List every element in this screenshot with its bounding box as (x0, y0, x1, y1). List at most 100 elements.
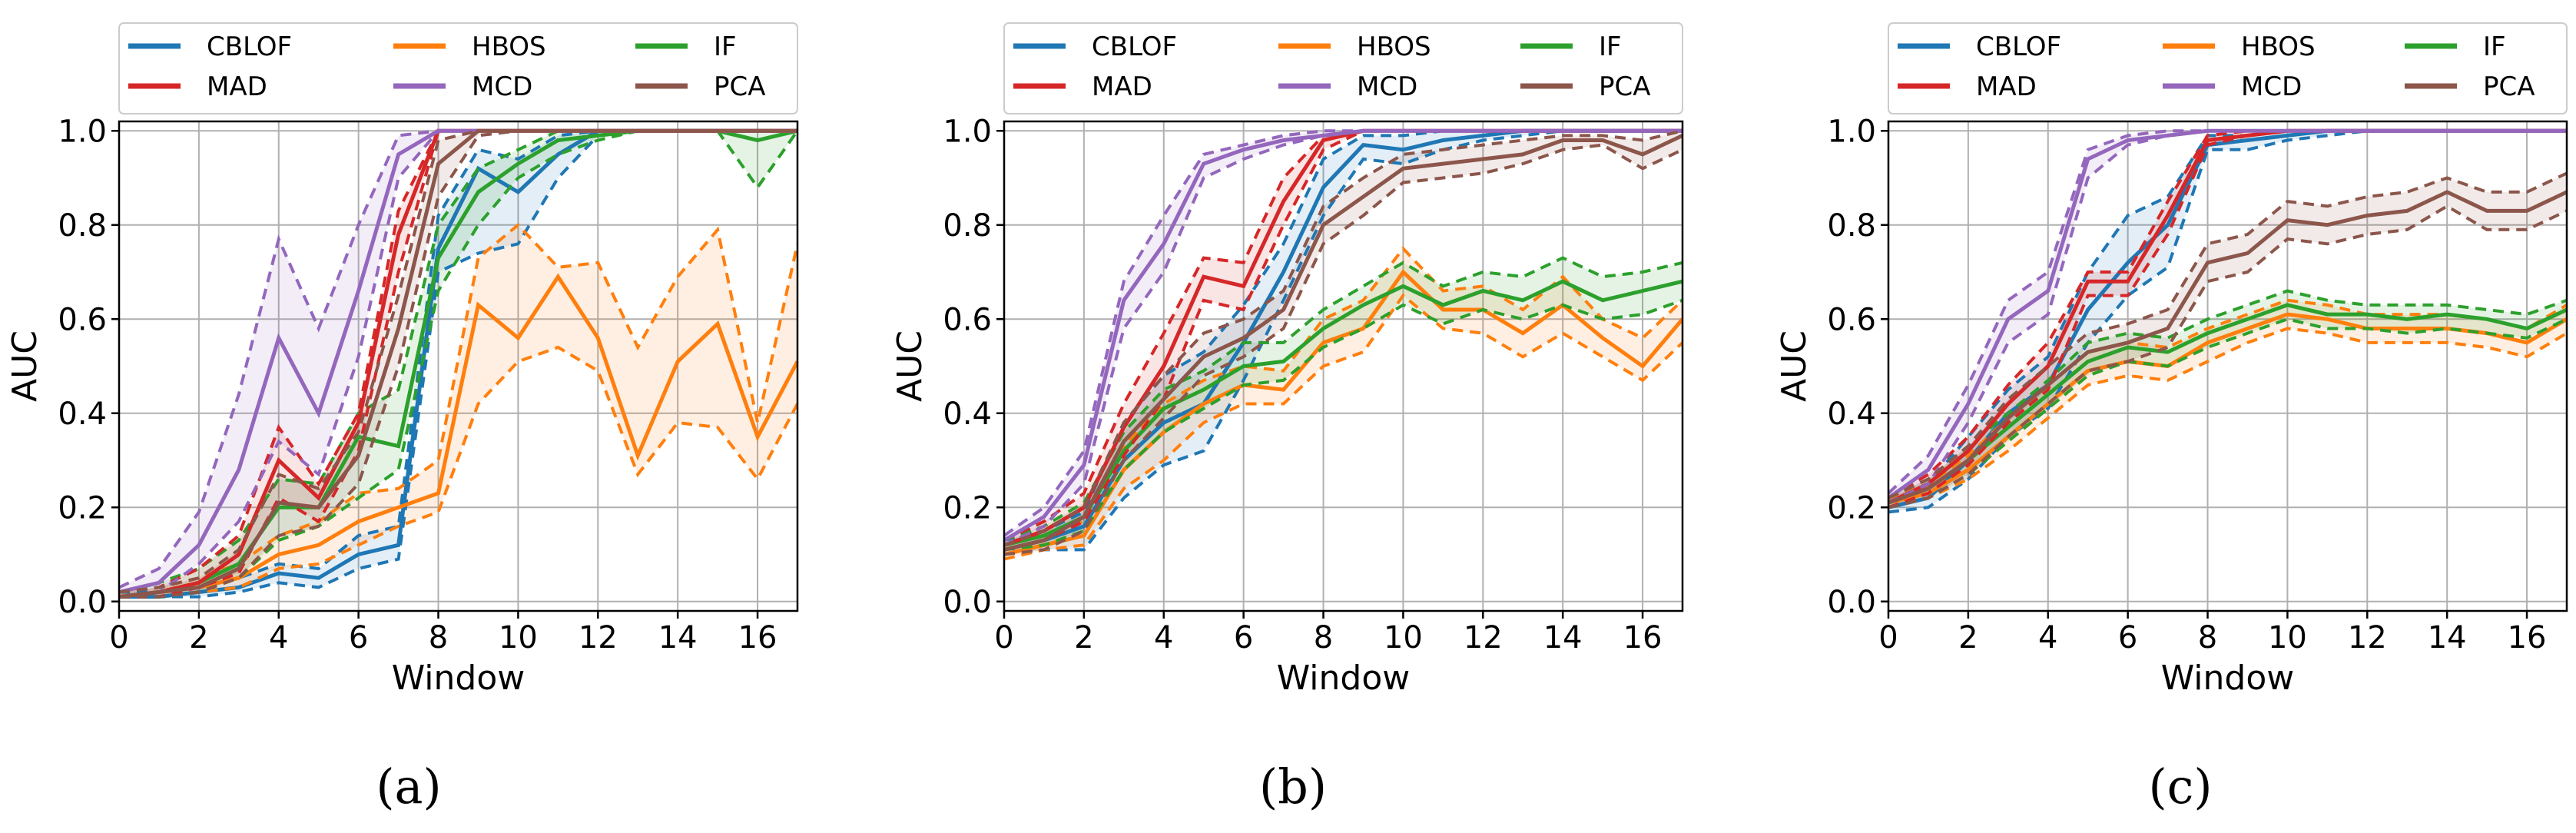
legend-label: HBOS (2241, 32, 2316, 62)
plot-frame (1887, 120, 2568, 612)
legend-item-hbos: HBOS (1278, 32, 1431, 62)
x-tick-label: 2 (1958, 620, 1978, 655)
series-line-mcd (1888, 128, 2567, 500)
legend-label: MAD (1976, 71, 2037, 102)
x-tick-label: 12 (579, 620, 618, 655)
series-line-pca (1888, 190, 2567, 505)
legend-label: CBLOF (1976, 32, 2061, 62)
legend: CBLOF HBOS IF MAD MCD PCA (1888, 22, 2568, 114)
x-axis-label: Window (1277, 659, 1411, 698)
upper-line-pca (1888, 171, 2567, 499)
x-tick-label: 8 (1314, 620, 1333, 655)
upper-line-hbos (1004, 246, 1683, 547)
band-cblof (1004, 131, 1683, 555)
x-tick-label: 16 (738, 620, 777, 655)
upper-line-mcd (1004, 129, 1683, 537)
x-tick-label: 12 (1464, 620, 1503, 655)
series-line-if (1888, 303, 2567, 505)
x-tick-label: 6 (349, 620, 368, 655)
legend-item-hbos: HBOS (2163, 32, 2316, 62)
legend-label: IF (2483, 32, 2506, 62)
band-pca (1004, 131, 1683, 555)
legend-item-pca: PCA (1520, 71, 1651, 102)
y-tick-label: 0.6 (58, 302, 107, 337)
upper-line-if (119, 129, 797, 594)
x-tick-label: 4 (269, 620, 288, 655)
legend-label: MCD (2241, 71, 2302, 102)
band-hbos (119, 224, 797, 597)
legend-label: IF (1599, 32, 1622, 62)
legend-item-mcd: MCD (2163, 71, 2302, 102)
chart-panel-a: 0 2 4 6 8 10 12 14 16 0.0 0.2 0.4 0.6 0.8 1.0 Window AUC… (5, 22, 799, 698)
legend-label: IF (714, 32, 737, 62)
band-if (1888, 290, 2567, 508)
x-tick-label: 10 (499, 620, 538, 655)
series-line-pca (119, 128, 797, 599)
x-tick-label: 2 (1074, 620, 1093, 655)
lower-line-pca (1004, 143, 1683, 556)
legend-box (118, 22, 798, 114)
x-tick-label: 8 (2198, 620, 2217, 655)
plot-area (119, 128, 797, 599)
x-tick-label: 4 (2038, 620, 2057, 655)
legend-item-mad: MAD (1898, 71, 2037, 102)
y-tick-label: 0.0 (943, 585, 992, 620)
series-line-pca (1004, 134, 1683, 552)
legend: CBLOF HBOS IF MAD MCD PCA (118, 22, 798, 114)
lower-line-hbos (1004, 293, 1683, 561)
legend-item-if: IF (1520, 32, 1622, 62)
y-axis-label: AUC (5, 330, 45, 402)
legend-label: CBLOF (207, 32, 292, 62)
legend: CBLOF HBOS IF MAD MCD PCA (1003, 22, 1683, 114)
x-tick-label: 6 (1234, 620, 1253, 655)
x-tick-label: 16 (1623, 620, 1663, 655)
legend-item-mcd: MCD (393, 71, 532, 102)
x-tick-label: 14 (2428, 620, 2467, 655)
band-mcd (1004, 131, 1683, 546)
x-tick-label: 10 (2268, 620, 2307, 655)
series-line-mcd (1004, 128, 1683, 543)
legend-item-if: IF (2405, 32, 2506, 62)
upper-line-pca (1004, 129, 1683, 547)
legend-item-pca: PCA (2405, 71, 2535, 102)
legend-item-mad: MAD (128, 71, 267, 102)
lower-line-pca (1888, 204, 2567, 509)
y-tick-label: 0.8 (58, 208, 107, 244)
x-tick-label: 8 (429, 620, 448, 655)
y-axis-label: AUC (890, 330, 930, 402)
x-tick-label: 10 (1384, 620, 1423, 655)
caption-c: (c) (2148, 758, 2212, 815)
legend-label: MCD (472, 71, 532, 102)
x-tick-label: 2 (189, 620, 208, 655)
caption-b: (b) (1259, 758, 1327, 815)
x-tick-label: 0 (1878, 620, 1898, 655)
legend-item-if: IF (635, 32, 737, 62)
band-mcd (119, 131, 797, 597)
lower-line-hbos (1888, 327, 2567, 509)
x-tick-label: 14 (1543, 620, 1583, 655)
band-mcd (1888, 131, 2567, 503)
chart-panel-b: 0 2 4 6 8 10 12 14 16 0.0 0.2 0.4 0.6 0.8 1.0 Window AUC… (890, 22, 1684, 698)
y-tick-label: 0.0 (1827, 585, 1876, 620)
y-tick-label: 0.6 (943, 302, 992, 337)
legend-item-cblof: CBLOF (1898, 32, 2061, 62)
legend-box (1003, 22, 1683, 114)
y-tick-label: 0.4 (943, 397, 992, 432)
x-tick-label: 0 (109, 620, 128, 655)
x-tick-label: 6 (2118, 620, 2137, 655)
legend-label: HBOS (472, 32, 546, 62)
caption-a-text: (a) (376, 758, 441, 815)
legend-item-hbos: HBOS (393, 32, 546, 62)
legend-label: PCA (2483, 71, 2535, 102)
y-tick-label: 0.4 (1827, 397, 1876, 432)
lower-line-mad (1004, 129, 1683, 552)
plot-area (1888, 128, 2567, 514)
y-tick-label: 0.8 (943, 208, 992, 244)
x-tick-label: 12 (2348, 620, 2387, 655)
legend-label: PCA (1599, 71, 1651, 102)
legend-item-mad: MAD (1013, 71, 1152, 102)
lower-line-cblof (119, 129, 797, 599)
caption-b-text: (b) (1259, 758, 1327, 815)
legend-item-cblof: CBLOF (1013, 32, 1177, 62)
plot-frame (1003, 120, 1684, 612)
